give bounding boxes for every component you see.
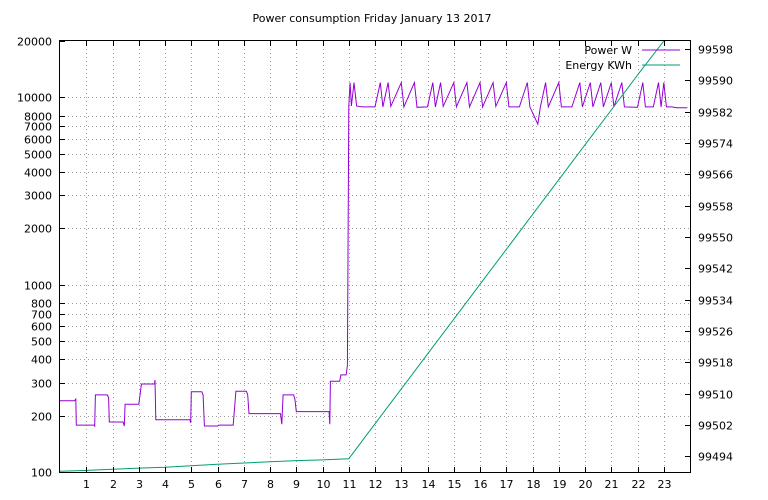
x-tick-label: 7 — [241, 478, 248, 491]
y-tick-label: 5000 — [24, 149, 52, 162]
x-tick-label: 20 — [579, 478, 593, 491]
y-tick-label: 400 — [31, 354, 52, 367]
y-tick-label: 600 — [31, 321, 52, 334]
y-tick-label: 2000 — [24, 223, 52, 236]
y-tick-label: 20000 — [17, 36, 52, 49]
y-tick-label: 7000 — [24, 121, 52, 134]
axis-layer: 1 2 3 4 5 6 7 8 9 10 11 12 13 14 15 16 17 18 19 20 21 22 23100… — [17, 36, 733, 492]
plot-frame — [59, 40, 691, 473]
y2-tick-label: 99518 — [698, 357, 733, 370]
grid-layer — [60, 41, 690, 472]
y-tick-label: 300 — [31, 378, 52, 391]
y2-tick-label: 99598 — [698, 44, 733, 57]
y2-tick-label: 99542 — [698, 263, 733, 276]
y-tick-label: 700 — [31, 309, 52, 322]
x-tick-label: 2 — [110, 478, 117, 491]
legend-label: Energy KWh — [565, 59, 632, 72]
y2-tick-label: 99590 — [698, 75, 733, 88]
y-tick-label: 200 — [31, 411, 52, 424]
y-tick-label: 10000 — [17, 92, 52, 105]
x-tick-label: 8 — [267, 478, 274, 491]
x-tick-label: 4 — [162, 478, 169, 491]
x-tick-label: 5 — [188, 478, 195, 491]
x-tick-label: 14 — [422, 478, 436, 491]
x-tick-label: 13 — [395, 478, 409, 491]
chart-title: Power consumption Friday January 13 2017 — [253, 12, 492, 25]
y-tick-label: 6000 — [24, 134, 52, 147]
legend-label: Power W — [584, 44, 632, 57]
y2-tick-label: 99534 — [698, 295, 733, 308]
y2-tick-label: 99502 — [698, 420, 733, 433]
x-tick-label: 10 — [317, 478, 331, 491]
x-tick-label: 19 — [553, 478, 567, 491]
x-tick-label: 15 — [448, 478, 462, 491]
y2-tick-label: 99558 — [698, 201, 733, 214]
x-tick-label: 3 — [136, 478, 143, 491]
x-tick-label: 6 — [215, 478, 222, 491]
x-tick-label: 23 — [658, 478, 672, 491]
x-tick-label: 16 — [474, 478, 488, 491]
x-tick-label: 1 — [83, 478, 90, 491]
y2-tick-label: 99510 — [698, 389, 733, 402]
series-line-1 — [59, 40, 665, 472]
y-tick-label: 4000 — [24, 167, 52, 180]
y2-tick-label: 99566 — [698, 169, 733, 182]
x-tick-label: 17 — [500, 478, 514, 491]
x-tick-label: 12 — [369, 478, 383, 491]
x-tick-label: 9 — [293, 478, 300, 491]
y-tick-label: 100 — [31, 467, 52, 480]
y-tick-label: 8000 — [24, 111, 52, 124]
y2-tick-label: 99526 — [698, 326, 733, 339]
legend: Power W Energy KWh — [565, 44, 680, 72]
y2-tick-label: 99574 — [698, 138, 733, 151]
x-tick-label: 22 — [632, 478, 646, 491]
x-tick-label: 21 — [605, 478, 619, 491]
y-tick-label: 800 — [31, 298, 52, 311]
y-tick-label: 500 — [31, 336, 52, 349]
y-tick-label: 3000 — [24, 190, 52, 203]
x-tick-label: 18 — [527, 478, 541, 491]
y2-tick-label: 99494 — [698, 451, 733, 464]
series-line-0 — [60, 80, 688, 428]
y-tick-label: 1000 — [24, 280, 52, 293]
series-layer — [59, 40, 688, 472]
x-tick-label: 11 — [343, 478, 357, 491]
y2-tick-label: 99582 — [698, 107, 733, 120]
y2-tick-label: 99550 — [698, 232, 733, 245]
